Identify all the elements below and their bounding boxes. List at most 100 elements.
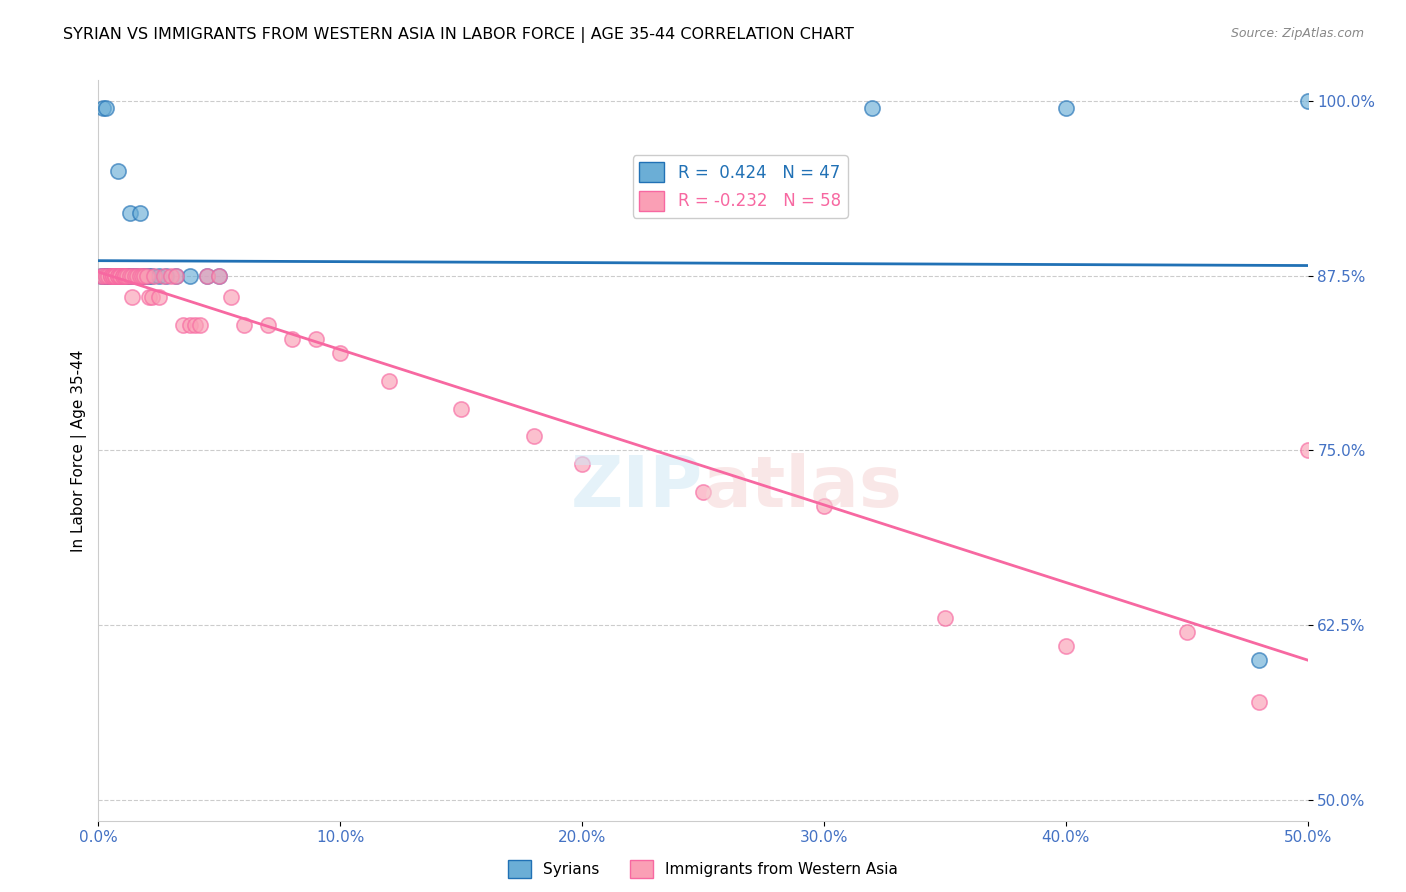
Point bbox=[94, 268, 117, 283]
Point bbox=[118, 268, 141, 283]
Point bbox=[160, 268, 183, 283]
Point bbox=[128, 206, 150, 220]
Point bbox=[1249, 653, 1271, 667]
Point bbox=[1296, 94, 1319, 108]
Point bbox=[111, 268, 134, 283]
Point bbox=[155, 268, 177, 283]
Point bbox=[281, 332, 304, 346]
Point bbox=[108, 268, 131, 283]
Point bbox=[94, 268, 117, 283]
Point bbox=[94, 101, 117, 115]
Point bbox=[97, 268, 120, 283]
Point bbox=[172, 318, 194, 332]
Point bbox=[143, 268, 166, 283]
Point bbox=[114, 268, 136, 283]
Point bbox=[813, 500, 835, 514]
Text: Source: ZipAtlas.com: Source: ZipAtlas.com bbox=[1230, 27, 1364, 40]
Point bbox=[450, 401, 472, 416]
Point bbox=[148, 290, 170, 304]
Point bbox=[124, 268, 146, 283]
Point bbox=[134, 268, 156, 283]
Point bbox=[195, 268, 218, 283]
Point bbox=[232, 318, 254, 332]
Point bbox=[94, 268, 117, 283]
Point bbox=[1054, 639, 1077, 653]
Point bbox=[104, 268, 127, 283]
Point bbox=[114, 268, 136, 283]
Point bbox=[141, 290, 163, 304]
Point bbox=[121, 268, 143, 283]
Point bbox=[111, 268, 134, 283]
Point bbox=[165, 268, 187, 283]
Point bbox=[107, 268, 129, 283]
Point bbox=[117, 268, 139, 283]
Point bbox=[101, 268, 124, 283]
Text: SYRIAN VS IMMIGRANTS FROM WESTERN ASIA IN LABOR FORCE | AGE 35-44 CORRELATION CH: SYRIAN VS IMMIGRANTS FROM WESTERN ASIA I… bbox=[63, 27, 855, 43]
Point bbox=[135, 268, 157, 283]
Point bbox=[108, 268, 131, 283]
Point bbox=[135, 268, 157, 283]
Point bbox=[138, 268, 160, 283]
Point bbox=[91, 268, 114, 283]
Point bbox=[692, 485, 714, 500]
Point bbox=[131, 268, 153, 283]
Point bbox=[100, 268, 122, 283]
Text: ZIP: ZIP bbox=[571, 453, 703, 522]
Point bbox=[121, 268, 143, 283]
Point bbox=[131, 268, 153, 283]
Point bbox=[124, 268, 146, 283]
Point bbox=[117, 268, 139, 283]
Point bbox=[128, 268, 150, 283]
Point bbox=[107, 268, 129, 283]
Point bbox=[118, 206, 141, 220]
Point bbox=[860, 101, 883, 115]
Point bbox=[127, 268, 149, 283]
Point bbox=[104, 268, 127, 283]
Point bbox=[101, 268, 124, 283]
Point bbox=[152, 268, 174, 283]
Point bbox=[100, 268, 122, 283]
Point bbox=[90, 268, 112, 283]
Point bbox=[101, 268, 124, 283]
Point bbox=[104, 268, 127, 283]
Point bbox=[111, 268, 134, 283]
Point bbox=[179, 318, 201, 332]
Point bbox=[108, 268, 131, 283]
Point bbox=[934, 611, 956, 625]
Y-axis label: In Labor Force | Age 35-44: In Labor Force | Age 35-44 bbox=[72, 350, 87, 551]
Point bbox=[104, 268, 127, 283]
Point bbox=[118, 268, 141, 283]
Point bbox=[134, 268, 156, 283]
Point bbox=[221, 290, 243, 304]
Point bbox=[97, 268, 120, 283]
Point bbox=[107, 268, 129, 283]
Point bbox=[90, 268, 112, 283]
Point bbox=[1296, 443, 1319, 458]
Legend: Syrians, Immigrants from Western Asia: Syrians, Immigrants from Western Asia bbox=[502, 854, 904, 884]
Point bbox=[101, 268, 124, 283]
Text: atlas: atlas bbox=[703, 453, 903, 522]
Point bbox=[148, 268, 170, 283]
Point bbox=[141, 268, 163, 283]
Point bbox=[121, 290, 143, 304]
Point bbox=[165, 268, 187, 283]
Point bbox=[107, 164, 129, 178]
Point bbox=[195, 268, 218, 283]
Point bbox=[571, 458, 593, 472]
Point bbox=[184, 318, 207, 332]
Point bbox=[91, 268, 114, 283]
Point bbox=[94, 268, 117, 283]
Point bbox=[523, 429, 546, 443]
Point bbox=[100, 268, 122, 283]
Point bbox=[256, 318, 278, 332]
Point bbox=[107, 268, 129, 283]
Point bbox=[305, 332, 328, 346]
Point bbox=[329, 345, 352, 359]
Point bbox=[114, 268, 136, 283]
Point bbox=[108, 268, 131, 283]
Point bbox=[114, 268, 136, 283]
Point bbox=[377, 374, 399, 388]
Point bbox=[1249, 695, 1271, 709]
Legend: R =  0.424   N = 47, R = -0.232   N = 58: R = 0.424 N = 47, R = -0.232 N = 58 bbox=[633, 155, 848, 218]
Point bbox=[208, 268, 231, 283]
